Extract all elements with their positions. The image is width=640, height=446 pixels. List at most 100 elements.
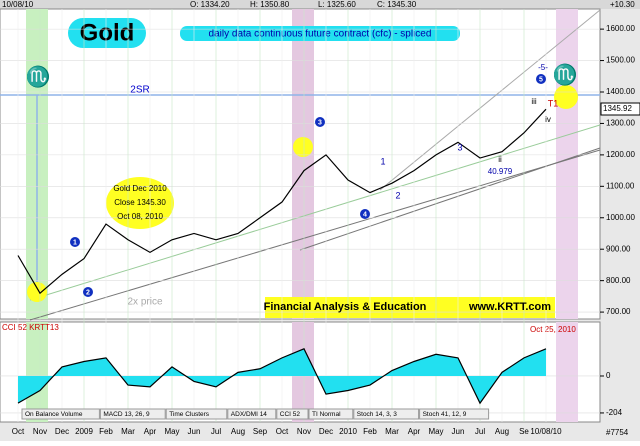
trend-line [29,149,601,321]
indicator-tab[interactable] [99,408,166,420]
x-tick-label: May [164,427,179,436]
header-change: +10.30 [610,0,635,9]
trend-line [29,124,601,301]
x-tick-label: Jul [475,427,485,436]
wave-label: 2 [86,289,90,296]
x-tick-label: Jun [188,427,201,436]
price-marker-label: 1345.92 [603,104,632,113]
wave-marker [536,74,546,84]
x-tick-label: Se [519,427,529,436]
annotation: ♏ [553,62,578,86]
x-tick-label: Mar [121,427,135,436]
annotation: -5- [538,63,548,72]
footer-box [265,297,555,318]
y-tick-label: 1300.00 [606,119,635,128]
annotation: 40.979 [488,167,513,176]
subtitle-box [180,26,460,41]
indicator-tab[interactable] [308,408,354,420]
y-tick-label: 1500.00 [606,56,635,65]
x-tick-label: Nov [297,427,311,436]
note-box [106,177,174,229]
wave-marker [360,209,370,219]
indicator-tab-label: Stoch 41, 12, 9 [423,411,467,418]
indicator-tab-label: MACD 13, 26, 9 [103,411,150,418]
x-tick-label: Oct [276,427,289,436]
x-tick-label: Sep [253,427,268,436]
y-tick-label: 0 [606,371,611,380]
annotation: 2SR [130,85,149,96]
x-tick-label: Feb [363,427,377,436]
x-tick-label: Nov [33,427,47,436]
x-tick-label: Jun [452,427,465,436]
x-tick-label: Feb [99,427,113,436]
y-tick-label: 1200.00 [606,150,635,159]
indicator-tab-label: ADX/DMI 14 [231,411,268,418]
indicator-tab[interactable] [419,408,490,420]
y-tick-label: 1000.00 [606,213,635,222]
annotation: 3 [457,142,462,152]
y-tick-label: 700.00 [606,307,631,316]
indicator-tab-label: On Balance Volume [25,411,83,418]
x-tick-label: 10/08/10 [530,427,562,436]
x-tick-label: Oct [12,427,25,436]
indicator-tab[interactable] [165,408,228,420]
header-low: L: 1325.60 [318,0,356,9]
price-line [17,108,547,295]
highlight [27,282,47,302]
x-tick-label: Mar [385,427,399,436]
indicator-tab[interactable] [21,408,100,420]
indicator-tab-label: TI Normal [312,411,341,418]
x-tick-label: Dec [55,427,69,436]
x-tick-label: Jul [211,427,221,436]
x-tick-label: Dec [319,427,333,436]
y-tick-label: -204 [606,408,623,417]
highlight [554,85,578,109]
annotation: 2x price [127,297,162,308]
indicator-tab[interactable] [276,408,309,420]
wave-label: 5 [539,76,543,83]
trend-line [379,9,601,191]
time-band [556,322,578,422]
x-tick-label: Apr [408,427,421,436]
wave-label: 1 [73,239,77,246]
header-open: O: 1334.20 [190,0,230,9]
x-tick-label: Apr [144,427,157,436]
annotation: Oct 08, 2010 [117,212,163,221]
indicator-tab-label: Stoch 14, 3, 3 [357,411,397,418]
annotation: ♏ [26,64,51,88]
y-tick-label: 1600.00 [606,24,635,33]
cci-area [18,348,546,404]
x-tick-label: May [428,427,443,436]
cci-line [17,348,547,405]
annotation: 2 [395,190,400,200]
wave-label: 4 [363,211,367,218]
price-marker-box [600,102,640,116]
x-tick-label: 2010 [339,427,357,436]
time-band [26,322,48,422]
title-box [68,18,146,48]
indicator-tab[interactable] [353,408,420,420]
time-band [556,9,578,319]
x-tick-label: Aug [231,427,245,436]
annotation: Gold Dec 2010 [113,184,167,193]
indicator-tab-label: CCI 52 [280,411,301,418]
annotation: ii [498,155,502,164]
y-tick-label: 1100.00 [606,181,635,190]
annotation: Financial Analysis & Education [264,301,427,313]
cci-annotation: Oct 25, 2010 [530,325,576,334]
indicator-tab[interactable] [227,408,277,420]
annotation: T1 [548,98,559,108]
wave-label: 3 [318,119,322,126]
indicator-tab-label: Time Clusters [169,411,210,418]
annotation: Close 1345.30 [114,198,166,207]
x-tick-label: Aug [495,427,509,436]
y-tick-label: 1400.00 [606,87,635,96]
annotation: iv [545,115,551,124]
wave-marker [315,117,325,127]
annotation: www.KRTT.com [468,301,551,313]
header-bar [0,0,640,9]
time-band [292,9,314,319]
header-close: C: 1345.30 [377,0,417,9]
